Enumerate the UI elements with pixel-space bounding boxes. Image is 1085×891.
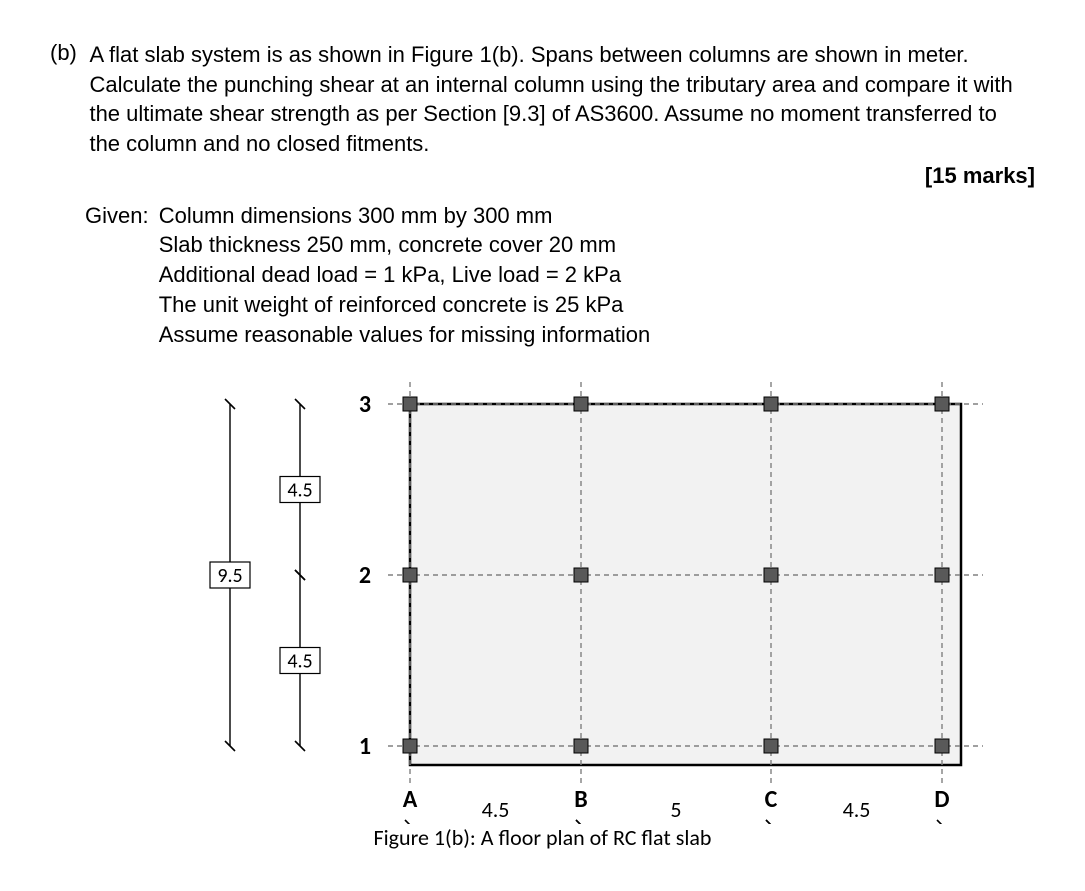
slab-outline [410, 404, 961, 765]
dim-label: 4.5 [287, 479, 312, 503]
given-line: Column dimensions 300 mm by 300 mm [159, 201, 651, 231]
grid-label-row: 2 [359, 561, 371, 590]
given-lines: Column dimensions 300 mm by 300 mmSlab t… [159, 201, 651, 349]
dim-label: 4.5 [287, 650, 312, 674]
grid-label-row: 3 [359, 390, 371, 419]
grid-label-col: D [934, 785, 949, 814]
given-line: Additional dead load = 1 kPa, Live load … [159, 260, 651, 290]
given-block: Given: Column dimensions 300 mm by 300 m… [85, 201, 1035, 349]
dim-tick [576, 820, 586, 824]
column [574, 739, 588, 753]
given-line: Assume reasonable values for missing inf… [159, 320, 651, 350]
grid-label-col: C [765, 785, 778, 814]
given-line: The unit weight of reinforced concrete i… [159, 290, 651, 320]
diagram: 123ABCD4.554.514.54.54.59.5 [110, 374, 1010, 824]
column [764, 568, 778, 582]
given-line: Slab thickness 250 mm, concrete cover 20… [159, 230, 651, 260]
dim-tick [405, 820, 415, 824]
question-block: (b) A flat slab system is as shown in Fi… [50, 40, 1035, 851]
column [764, 739, 778, 753]
column [574, 568, 588, 582]
floorplan-svg: 123ABCD4.554.514.54.54.59.5 [110, 374, 1010, 824]
grid-label-col: B [574, 785, 587, 814]
given-label: Given: [85, 201, 149, 231]
dim-tick [766, 820, 776, 824]
question-text: A flat slab system is as shown in Figure… [89, 40, 1029, 159]
column [935, 568, 949, 582]
column [403, 739, 417, 753]
column [764, 397, 778, 411]
grid-label-col: A [403, 785, 418, 814]
column [935, 739, 949, 753]
column [403, 568, 417, 582]
dim-label: 4.5 [843, 796, 871, 823]
dim-label: 9.5 [217, 564, 242, 588]
question-number: (b) [50, 40, 85, 66]
column [574, 397, 588, 411]
dim-tick [937, 820, 947, 824]
dim-label: 4.5 [482, 796, 510, 823]
figure-caption: Figure 1(b): A floor plan of RC flat sla… [50, 824, 1035, 851]
column [935, 397, 949, 411]
dim-label: 5 [670, 796, 681, 823]
column [403, 397, 417, 411]
marks: [15 marks] [50, 163, 1035, 189]
grid-label-row: 1 [359, 732, 371, 761]
